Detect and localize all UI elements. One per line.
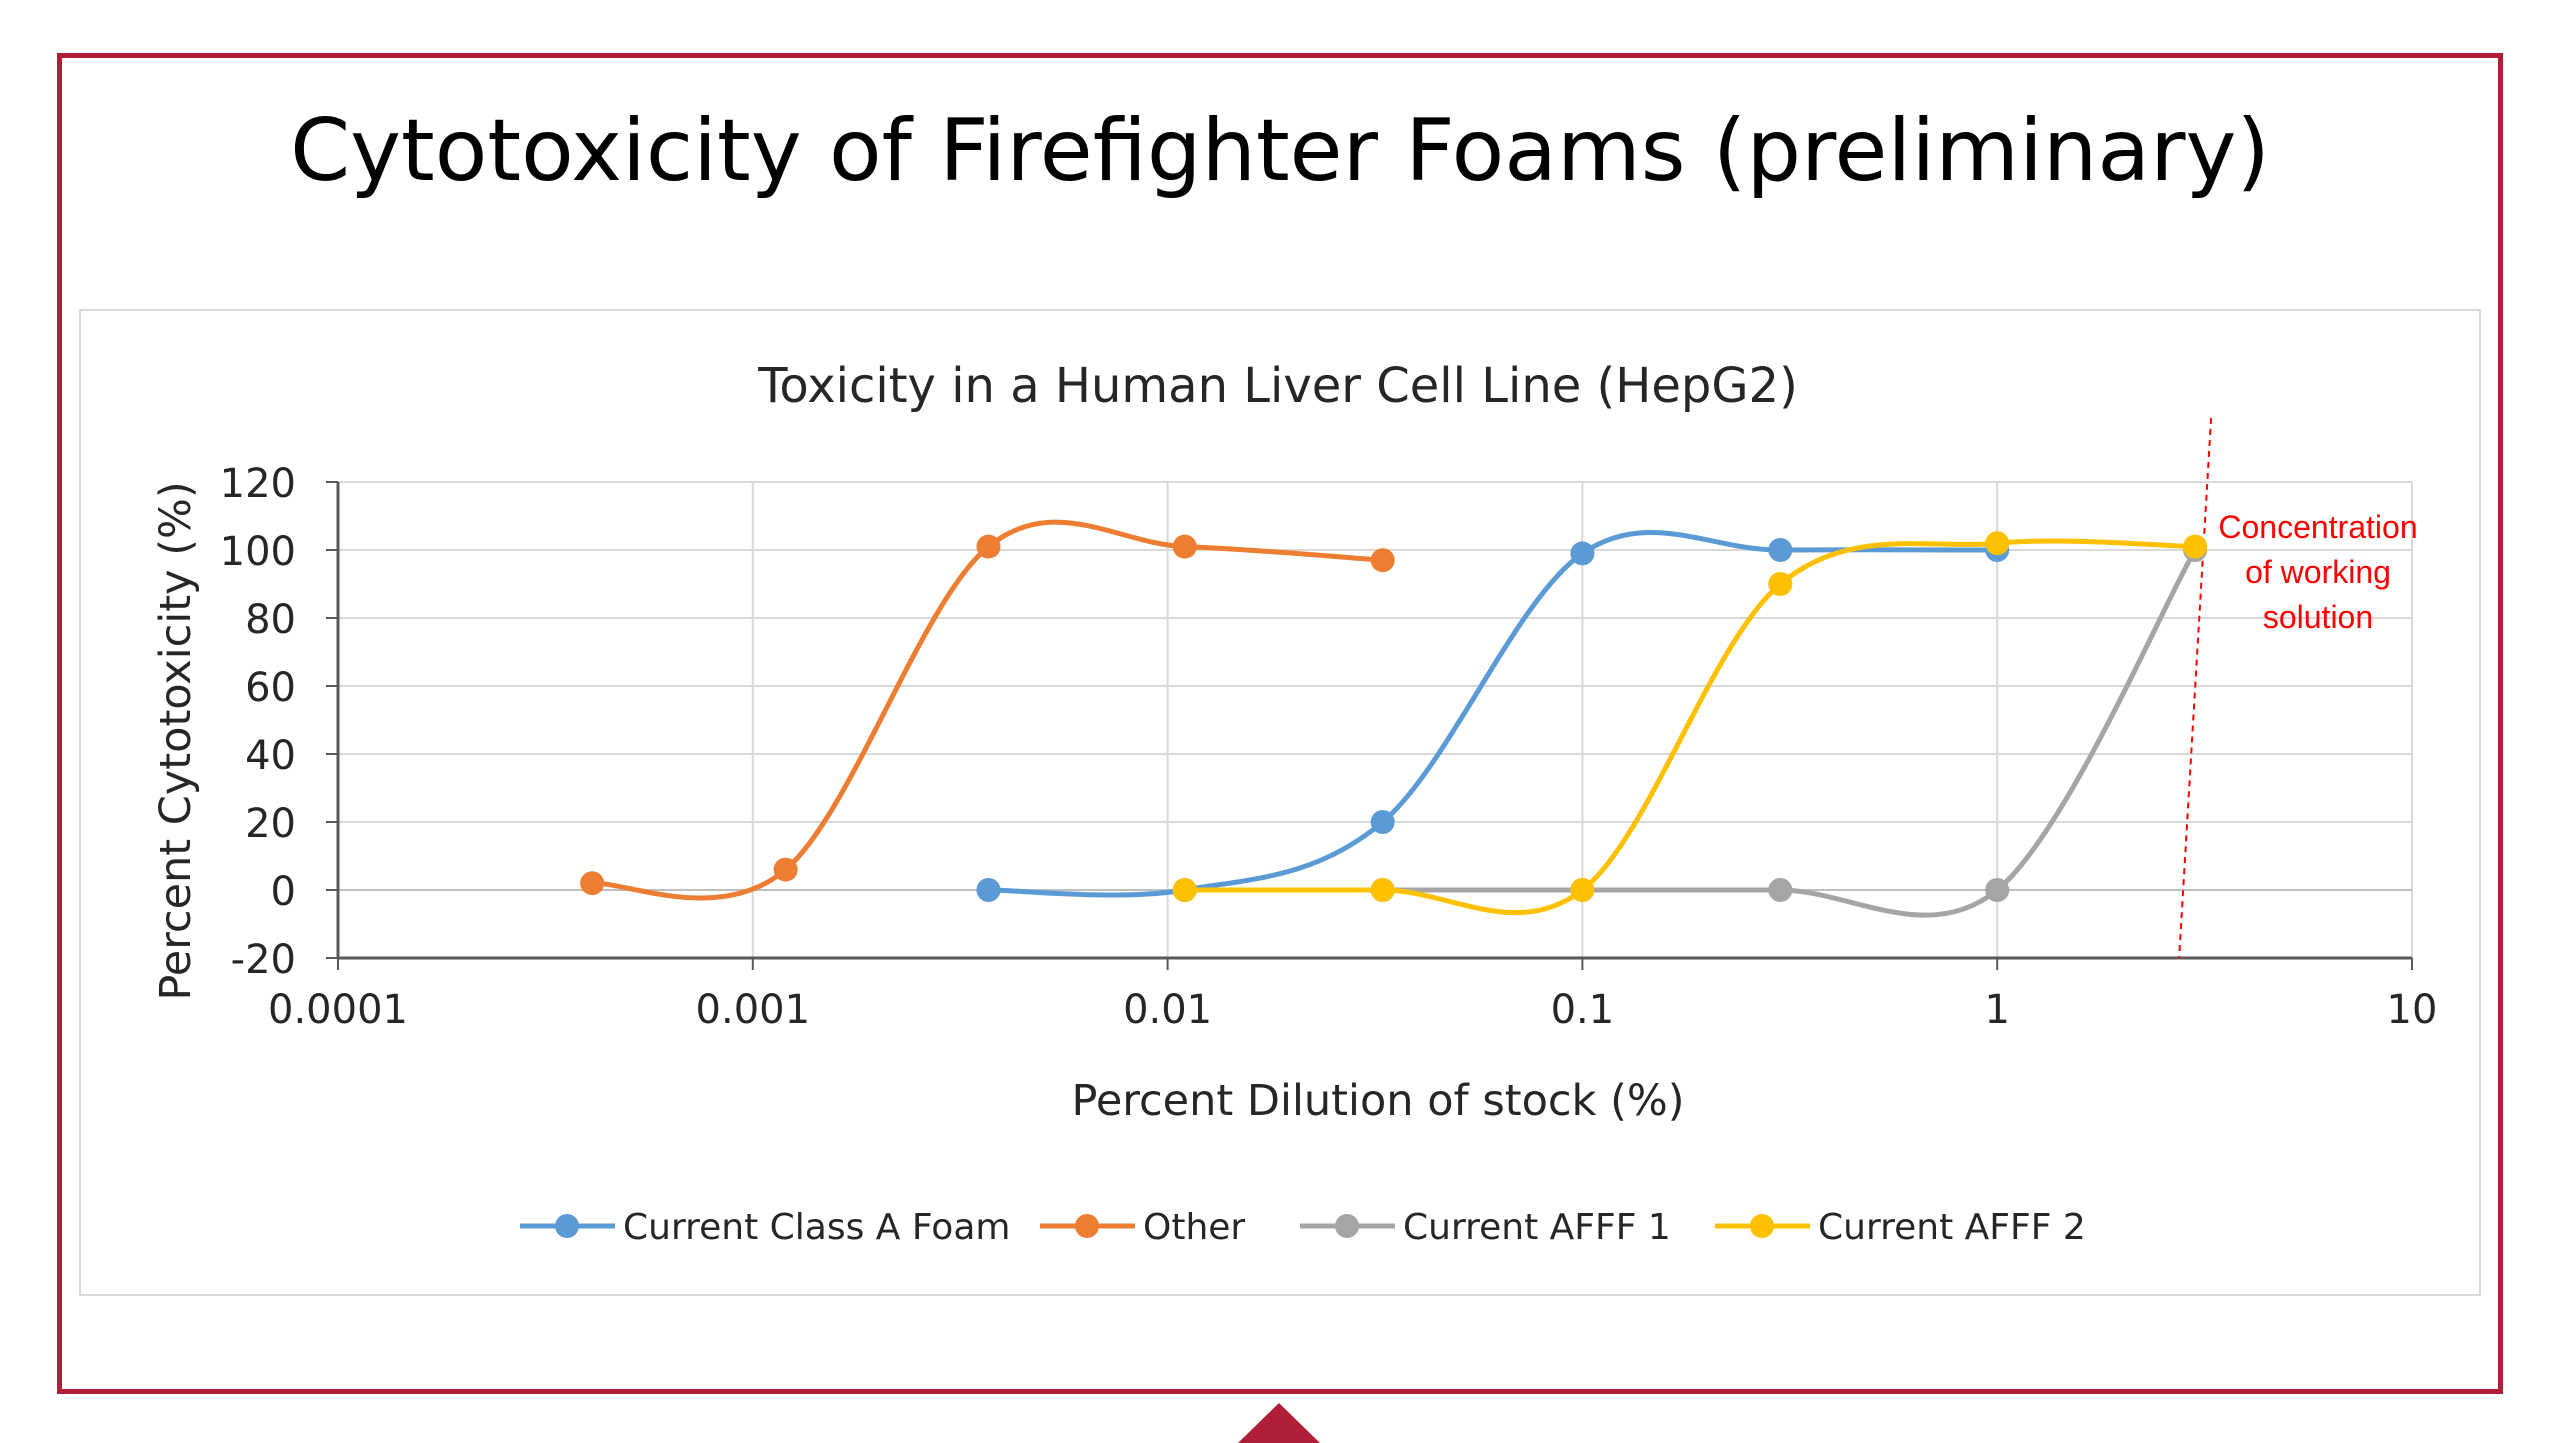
y-tick-label: 80 bbox=[245, 597, 296, 643]
annotation-text: Concentration bbox=[2218, 509, 2417, 545]
y-tick-label: 100 bbox=[220, 529, 296, 575]
data-point bbox=[976, 534, 1001, 559]
legend-label: Other bbox=[1143, 1207, 1245, 1248]
data-point bbox=[1985, 878, 2010, 902]
data-point bbox=[1768, 878, 1793, 902]
data-point bbox=[1570, 541, 1595, 566]
x-tick-label: 10 bbox=[2387, 987, 2438, 1033]
data-point bbox=[1370, 548, 1395, 573]
series-line bbox=[1382, 548, 2198, 918]
annotation-text: of working bbox=[2245, 554, 2391, 590]
y-tick-label: 20 bbox=[245, 801, 296, 847]
data-point bbox=[1570, 878, 1595, 902]
y-tick-label: -20 bbox=[231, 937, 296, 983]
annotation: Concentration of working solution bbox=[2178, 417, 2418, 959]
slide-title: Cytotoxicity of Firefighter Foams (preli… bbox=[290, 101, 2270, 201]
annotation-text: solution bbox=[2263, 599, 2373, 635]
data-point bbox=[1370, 810, 1395, 834]
series-line bbox=[592, 519, 1383, 901]
legend-marker bbox=[555, 1214, 579, 1238]
data-point bbox=[773, 857, 798, 882]
data-point bbox=[1768, 538, 1793, 562]
legend-marker bbox=[1335, 1214, 1359, 1238]
y-tick-label: 0 bbox=[271, 869, 296, 915]
data-point bbox=[1768, 572, 1793, 596]
legend-label: Current AFFF 2 bbox=[1818, 1207, 2086, 1248]
x-tick-label: 0.0001 bbox=[268, 987, 408, 1033]
series-other bbox=[580, 519, 1395, 901]
legend-label: Current AFFF 1 bbox=[1403, 1207, 1671, 1248]
data-point bbox=[580, 871, 605, 896]
series-group bbox=[580, 519, 2208, 918]
x-tick-label: 0.001 bbox=[696, 987, 811, 1033]
x-axis-title: Percent Dilution of stock (%) bbox=[1071, 1076, 1684, 1126]
data-point bbox=[976, 878, 1001, 902]
chart-area bbox=[79, 309, 2481, 1296]
chart-title: Toxicity in a Human Liver Cell Line (Hep… bbox=[757, 358, 1798, 414]
data-point bbox=[2183, 534, 2208, 559]
legend: Current Class A Foam Other Current AFFF 1 C… bbox=[520, 1207, 2086, 1248]
y-axis-title: Percent Cytotoxicity (%) bbox=[151, 481, 201, 1000]
series-current-afff-2 bbox=[1172, 531, 2208, 916]
slide-frame bbox=[57, 53, 2503, 1394]
x-tick-label: 0.01 bbox=[1123, 987, 1212, 1033]
y-tick-label: 40 bbox=[245, 733, 296, 779]
series-line bbox=[988, 530, 1998, 898]
axes: 120 100 80 60 40 20 0 -200.0001 0.001 0.01 0.1 1 10 bbox=[220, 461, 2438, 1033]
legend-label: Current Class A Foam bbox=[623, 1207, 1010, 1248]
data-point bbox=[1172, 534, 1197, 559]
y-tick-label: 60 bbox=[245, 665, 296, 711]
frame-bottom-triangle bbox=[1238, 1403, 1320, 1443]
legend-marker bbox=[1075, 1214, 1099, 1238]
data-point bbox=[1172, 878, 1197, 902]
x-tick-label: 0.1 bbox=[1551, 987, 1615, 1033]
annotation-line bbox=[2178, 417, 2213, 959]
legend-marker bbox=[1750, 1214, 1774, 1238]
x-tick-label: 1 bbox=[1984, 987, 2009, 1033]
data-point bbox=[1370, 878, 1395, 902]
data-point bbox=[1985, 531, 2010, 556]
y-tick-label: 120 bbox=[220, 461, 296, 507]
